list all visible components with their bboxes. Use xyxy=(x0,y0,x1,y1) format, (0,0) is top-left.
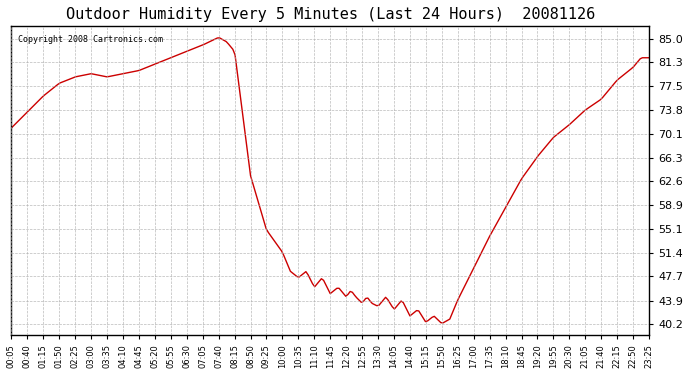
Text: Copyright 2008 Cartronics.com: Copyright 2008 Cartronics.com xyxy=(18,35,163,44)
Title: Outdoor Humidity Every 5 Minutes (Last 24 Hours)  20081126: Outdoor Humidity Every 5 Minutes (Last 2… xyxy=(66,7,595,22)
